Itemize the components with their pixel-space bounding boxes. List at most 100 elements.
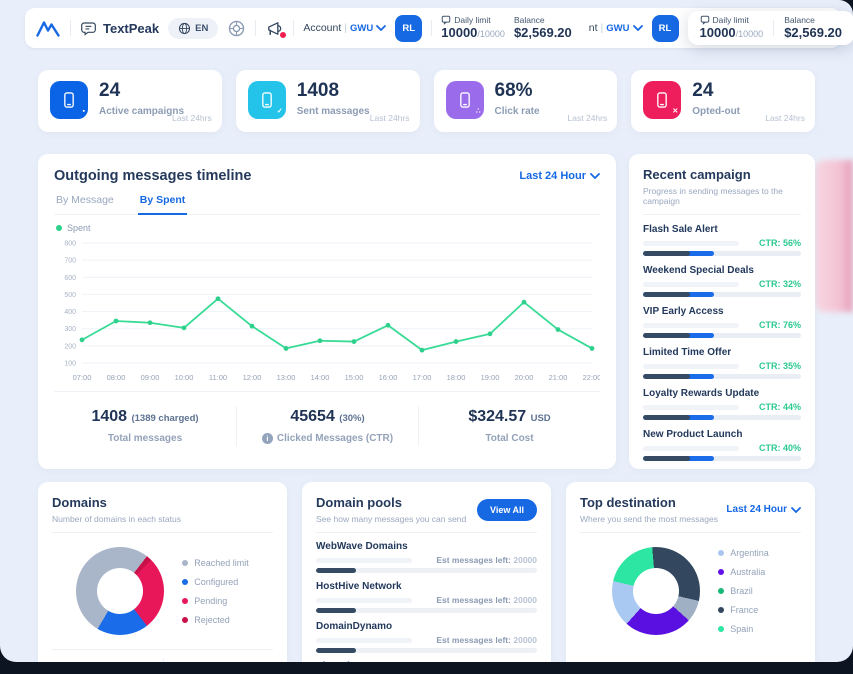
svg-text:17:00: 17:00 xyxy=(413,373,432,382)
legend-dot xyxy=(718,588,725,594)
daily-limit-block: Daily limit 10000/10000 xyxy=(441,15,505,42)
daily-limit-label-2: Daily limit xyxy=(712,14,749,25)
top-destination-card: Top destination Where you send the most … xyxy=(566,482,815,662)
tab-by-spent[interactable]: By Spent xyxy=(137,194,188,215)
balance-label: Balance xyxy=(513,14,545,25)
user-avatar-button-duplicate[interactable]: RL xyxy=(651,14,679,42)
legend-item: Australia xyxy=(718,567,769,577)
legend-dot xyxy=(182,559,189,566)
total-messages: 1408 (1389 charged) Total messages xyxy=(91,408,199,444)
campaign-name: VIP Early Access xyxy=(643,306,724,317)
campaign-name: Loyalty Rewards Update xyxy=(643,388,760,399)
stat-period: Last 24hrs xyxy=(567,113,608,123)
skeleton-text xyxy=(643,363,739,369)
stat-period: Last 24hrs xyxy=(765,113,805,123)
campaign-item: Limited Time Offer CTR: 35% xyxy=(643,347,801,379)
svg-text:13:00: 13:00 xyxy=(277,373,296,382)
domain-limit-value: 2000 xyxy=(130,661,153,662)
stat-label: Opted-out xyxy=(692,105,741,117)
account-label: Account xyxy=(303,22,342,34)
stat-value: 68% xyxy=(494,80,533,101)
campaign-subtitle: Progress in sending messages to the camp… xyxy=(643,186,783,206)
campaign-name: Weekend Special Deals xyxy=(643,265,754,276)
account-dropdown-duplicate[interactable]: nt | GWU xyxy=(589,22,643,34)
skeleton-text xyxy=(316,637,412,643)
est-messages-value: 20000 xyxy=(513,555,537,565)
legend-dot xyxy=(718,607,725,613)
recent-campaign-card: Recent campaign Progress in sending mess… xyxy=(629,154,815,469)
campaign-ctr: CTR: 40% xyxy=(758,443,801,453)
campaign-progress-bar xyxy=(643,415,801,420)
chart-legend: Spent xyxy=(56,223,600,233)
pools-subtitle: See how many messages you can send xyxy=(316,514,467,524)
svg-text:800: 800 xyxy=(64,241,76,248)
campaign-item: New Product Launch CTR: 40% xyxy=(643,429,801,461)
support-icon[interactable] xyxy=(227,19,246,38)
chevron-down-icon xyxy=(632,25,643,31)
legend-item: Pending xyxy=(182,596,249,606)
svg-text:08:00: 08:00 xyxy=(107,373,126,382)
campaign-item: Weekend Special Deals CTR: 32% xyxy=(643,265,801,297)
campaign-name: Limited Time Offer xyxy=(643,347,732,358)
legend-item: Configured xyxy=(182,577,249,587)
skeleton-text xyxy=(643,322,739,328)
limit-chat-icon xyxy=(441,15,451,25)
icon-glyph: ∴ xyxy=(476,108,481,115)
svg-text:21:00: 21:00 xyxy=(549,373,568,382)
globe-icon xyxy=(178,22,191,35)
daily-limit-total: /10000 xyxy=(477,29,505,40)
svg-text:10:00: 10:00 xyxy=(175,373,194,382)
legend-item: Rejected xyxy=(182,615,249,625)
svg-text:700: 700 xyxy=(64,258,76,265)
skeleton-text xyxy=(316,557,412,563)
tab-by-message[interactable]: By Message xyxy=(56,194,114,206)
campaign-progress-bar xyxy=(643,374,801,379)
daily-limit-used: 10000 xyxy=(441,25,478,41)
language-selector[interactable]: EN xyxy=(168,17,219,39)
svg-text:19:00: 19:00 xyxy=(481,373,500,382)
pool-item: WebWave Domains Est messages left: 20000 xyxy=(316,541,537,573)
skeleton-text xyxy=(643,404,739,410)
divider xyxy=(70,20,71,36)
legend-item: Spain xyxy=(718,624,769,634)
svg-text:16:00: 16:00 xyxy=(379,373,398,382)
pool-progress-bar xyxy=(316,608,537,613)
svg-text:300: 300 xyxy=(64,326,76,333)
svg-text:18:00: 18:00 xyxy=(447,373,466,382)
destination-range-dropdown[interactable]: Last 24 Hour xyxy=(726,504,801,515)
legend-dot xyxy=(182,578,189,585)
stat-label: Sent massages xyxy=(296,105,370,117)
campaign-ctr: CTR: 56% xyxy=(758,238,801,248)
legend-dot xyxy=(718,626,725,632)
domain-pools-card: Domain pools See how many messages you c… xyxy=(302,482,551,662)
stat-period: Last 24hrs xyxy=(369,113,410,123)
account-dropdown[interactable]: Account | GWU xyxy=(303,22,387,34)
pool-name: HostHive Network xyxy=(316,581,402,592)
stat-label: Active campaigns xyxy=(99,105,185,117)
top-header: TextPeak EN Account | GWU RL xyxy=(25,8,853,48)
legend-dot xyxy=(182,616,189,623)
campaign-name: New Product Launch xyxy=(643,429,743,440)
logo-icon xyxy=(35,18,61,38)
divider xyxy=(255,20,257,36)
announcements-megaphone-icon[interactable] xyxy=(265,19,288,39)
divider xyxy=(431,20,433,36)
optout-phone-x-icon: ✕ xyxy=(643,81,682,119)
icon-glyph: ✕ xyxy=(672,108,679,115)
legend-dot xyxy=(182,597,189,604)
user-avatar-button[interactable]: RL xyxy=(395,14,423,42)
spent-timeline-line-chart: 100 200 300 400 500 600 700 800 07:00 08:00 09:00 1… xyxy=(64,241,600,383)
pool-item: HostHive Network Est messages left: 2000… xyxy=(316,581,537,613)
campaign-ctr: CTR: 76% xyxy=(758,320,801,330)
info-icon[interactable]: i xyxy=(261,433,273,444)
view-all-button[interactable]: View All xyxy=(476,498,537,521)
timeline-range-dropdown[interactable]: Last 24 Hour xyxy=(519,170,600,182)
pool-name: DomainDynamo xyxy=(316,621,393,632)
pool-progress-bar xyxy=(316,568,537,573)
balance-block-2: Balance $2,569.20 xyxy=(784,15,842,42)
campaign-name: Flash Sale Alert xyxy=(643,224,718,235)
campaign-title: Recent campaign xyxy=(643,167,751,182)
brand-name: TextPeak xyxy=(103,20,160,36)
est-messages-value: 20000 xyxy=(513,595,537,605)
